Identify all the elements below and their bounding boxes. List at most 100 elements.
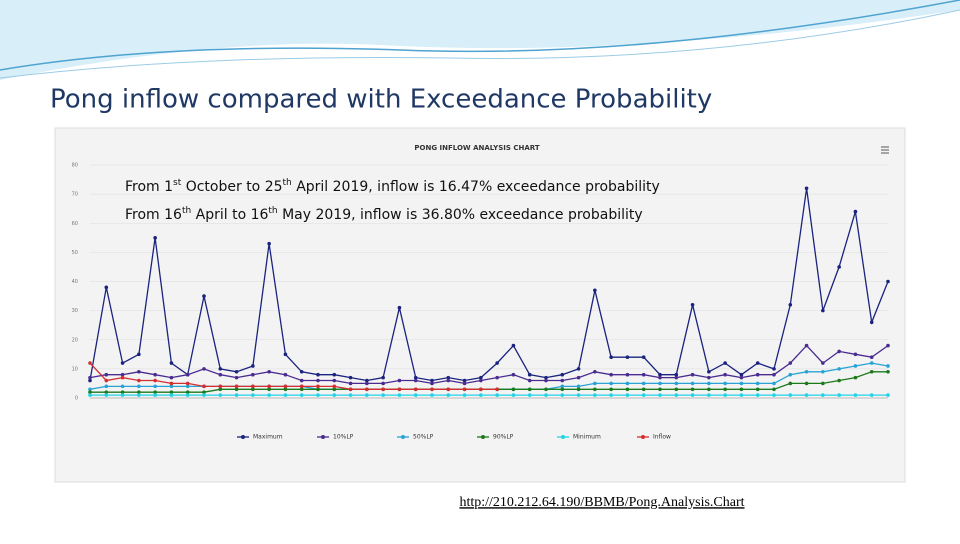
- data-point: [804, 381, 809, 386]
- data-point: [267, 387, 271, 392]
- data-point: [853, 375, 858, 380]
- legend-label: 90%LP: [493, 434, 514, 441]
- data-point: [283, 387, 288, 392]
- data-point: [593, 387, 597, 392]
- data-point: [560, 393, 565, 397]
- data-point: [560, 378, 565, 383]
- legend-label: Inflow: [653, 434, 671, 441]
- data-point: [251, 387, 255, 392]
- data-point: [185, 390, 190, 394]
- annotation-part: April 2019, inflow is 16.47% exceedance …: [292, 179, 660, 195]
- data-point: [267, 384, 271, 389]
- source-link[interactable]: http://210.212.64.190/BBMB/Pong.Analysis…: [459, 495, 744, 510]
- data-point: [527, 372, 532, 377]
- legend-marker: [481, 435, 485, 439]
- data-point: [137, 369, 141, 374]
- data-point: [88, 393, 92, 397]
- data-point: [593, 393, 597, 397]
- data-point: [788, 372, 793, 377]
- data-point: [120, 375, 125, 380]
- chart-frame: [54, 127, 906, 483]
- data-point: [886, 393, 890, 397]
- data-point: [674, 381, 679, 386]
- data-point: [739, 393, 744, 397]
- data-point: [430, 381, 434, 386]
- data-point: [251, 393, 255, 397]
- data-point: [821, 381, 825, 386]
- data-point: [886, 364, 890, 368]
- data-point: [169, 390, 174, 394]
- header-curve: [0, 0, 960, 71]
- data-point: [641, 355, 646, 360]
- data-point: [348, 381, 353, 386]
- data-point: [837, 378, 841, 383]
- annotation-part: th: [182, 206, 191, 216]
- data-point: [641, 393, 646, 397]
- menu-icon[interactable]: [881, 146, 889, 154]
- data-point: [430, 393, 434, 397]
- data-point: [218, 367, 223, 371]
- annotation-part: October to 25: [181, 179, 282, 195]
- data-point: [153, 378, 157, 383]
- data-point: [788, 393, 793, 397]
- data-point: [169, 393, 174, 397]
- legend-label: Minimum: [573, 434, 601, 441]
- data-point: [137, 352, 141, 357]
- data-point: [153, 390, 157, 394]
- data-point: [755, 387, 760, 392]
- data-point: [707, 387, 711, 392]
- data-point: [723, 361, 727, 365]
- data-point: [120, 393, 125, 397]
- data-point: [755, 361, 760, 365]
- data-point: [527, 378, 532, 383]
- data-point: [348, 387, 353, 392]
- data-point: [625, 372, 630, 377]
- data-point: [674, 372, 679, 377]
- legend-marker: [641, 435, 645, 439]
- data-point: [479, 375, 483, 380]
- data-point: [137, 378, 141, 383]
- data-point: [185, 372, 190, 377]
- data-point: [332, 393, 337, 397]
- series-line: [89, 344, 889, 385]
- data-point: [381, 393, 385, 397]
- data-point: [153, 372, 157, 377]
- data-point: [658, 372, 662, 377]
- data-point: [316, 378, 320, 383]
- y-tick-label: 10: [72, 366, 78, 372]
- data-point: [511, 372, 516, 377]
- annotation-part: th: [283, 178, 292, 188]
- y-tick-label: 0: [75, 396, 78, 402]
- data-point: [234, 393, 239, 397]
- data-point: [120, 372, 125, 377]
- annotation-part: From 1: [125, 179, 173, 195]
- annotation-part: From 16: [125, 207, 182, 223]
- data-point: [560, 387, 565, 392]
- data-point: [234, 384, 239, 389]
- data-point: [804, 343, 809, 348]
- data-point: [283, 393, 288, 397]
- data-point: [479, 387, 483, 392]
- data-point: [316, 384, 320, 389]
- annotation: From 1st October to 25th April 2019, inf…: [125, 178, 660, 196]
- data-point: [202, 393, 206, 397]
- data-point: [804, 369, 809, 374]
- data-point: [104, 384, 109, 389]
- data-point: [560, 372, 565, 377]
- data-point: [495, 393, 499, 397]
- legend-marker: [321, 435, 325, 439]
- data-point: [755, 381, 760, 386]
- legend-marker: [241, 435, 245, 439]
- data-point: [104, 390, 109, 394]
- data-point: [348, 393, 353, 397]
- data-point: [299, 378, 304, 383]
- data-point: [593, 369, 597, 374]
- data-point: [104, 285, 109, 290]
- data-point: [430, 378, 434, 383]
- data-point: [821, 361, 825, 365]
- data-point: [88, 390, 92, 394]
- data-point: [495, 361, 499, 365]
- annotation-part: May 2019, inflow is 36.80% exceedance pr…: [278, 207, 643, 223]
- data-point: [332, 372, 337, 377]
- data-point: [169, 375, 174, 380]
